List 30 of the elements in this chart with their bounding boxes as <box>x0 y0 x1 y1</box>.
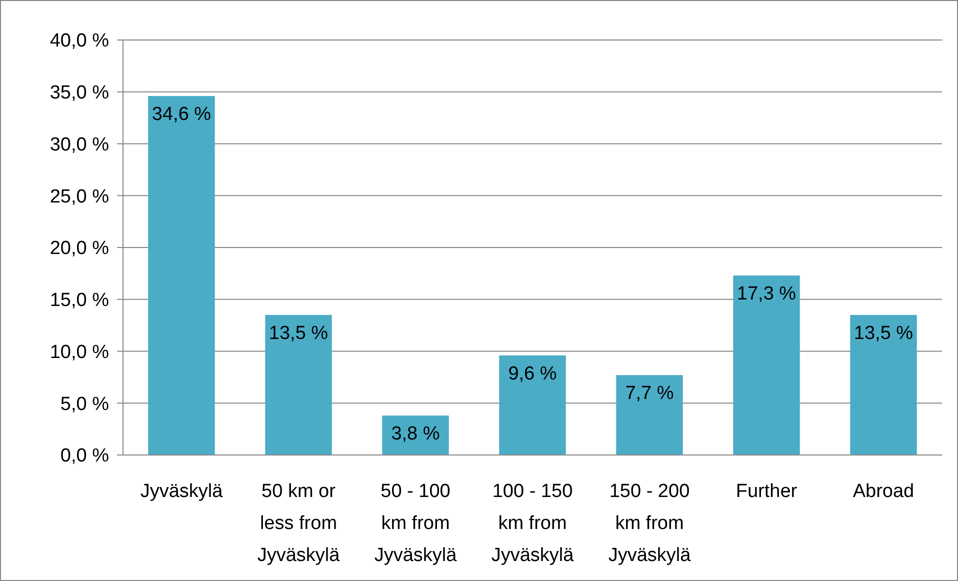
y-tick-label: 5,0 % <box>60 394 110 415</box>
bar <box>616 375 683 455</box>
y-tick-label: 20,0 % <box>50 238 110 260</box>
data-label: 13,5 % <box>854 322 914 344</box>
bar <box>499 355 566 455</box>
data-label: 9,6 % <box>508 363 557 384</box>
data-label: 3,8 % <box>391 424 440 445</box>
y-tick-label: 15,0 % <box>50 290 110 312</box>
x-tick-label: 50 km or less from Jyväskylä <box>257 481 340 566</box>
bar <box>850 314 917 455</box>
y-tick-label: 30,0 % <box>50 134 110 156</box>
bar <box>148 96 215 455</box>
x-tick-label: Jyväskylä <box>140 481 224 502</box>
data-label: 34,6 % <box>152 104 212 126</box>
x-tick-label: Abroad <box>852 481 914 502</box>
data-label: 17,3 % <box>736 284 796 305</box>
y-tick-label: 40,0 % <box>50 30 110 52</box>
x-tick-label: 50 - 100 km from Jyväskylä <box>374 481 458 566</box>
x-tick-label: 150 - 200 km from Jyväskylä <box>608 481 692 566</box>
bar <box>382 416 449 455</box>
x-tick-label: 100 - 150 km from Jyväskylä <box>491 481 574 566</box>
bar <box>265 314 332 455</box>
y-tick-label: 25,0 % <box>50 186 110 208</box>
bar <box>733 276 800 455</box>
y-tick-label: 0,0 % <box>60 446 110 467</box>
data-label: 13,5 % <box>268 322 328 344</box>
data-label: 7,7 % <box>625 383 674 404</box>
y-tick-label: 35,0 % <box>50 82 110 104</box>
x-tick-label: Further <box>736 481 798 502</box>
y-tick-label: 10,0 % <box>50 342 110 363</box>
